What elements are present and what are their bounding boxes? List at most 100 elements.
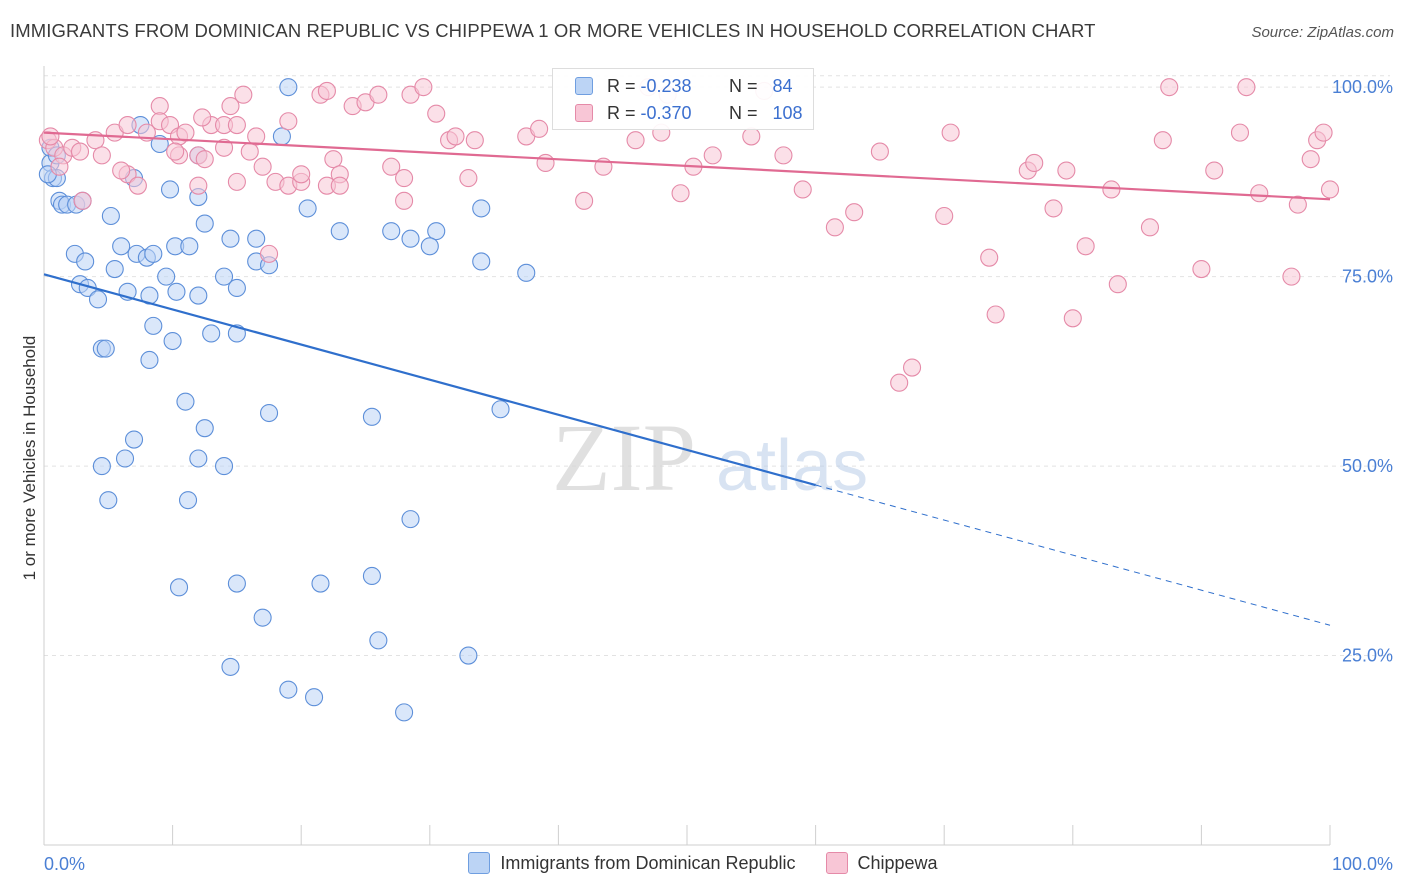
data-point-chippewa [128,176,147,195]
data-point-dominican [227,574,246,593]
data-point-chippewa [1250,184,1269,203]
r-value: -0.238 [640,75,692,96]
data-point-chippewa [50,157,69,176]
data-point-dominican [189,286,208,305]
data-point-chippewa [774,146,793,165]
data-point-dominican [115,449,135,468]
legend-label-chippewa: Chippewa [857,852,938,873]
stats-row-chippewa: R = -0.370 N = 108 [575,100,803,126]
data-point-dominican [160,180,180,199]
data-point-chippewa [292,165,311,184]
data-point-dominican [92,457,111,476]
data-point-chippewa [427,104,446,123]
tick-labels: 25.0% 50.0% 75.0% 100.0% 0.0% 100.0% [44,77,1393,874]
data-point-dominican [311,574,330,593]
data-point-chippewa [195,150,214,169]
data-point-chippewa [980,248,999,267]
data-point-chippewa [317,81,336,100]
data-point-dominican [180,237,199,256]
data-point-dominican [105,259,124,279]
data-point-chippewa [1025,153,1044,172]
data-point-chippewa [259,244,279,263]
data-point-chippewa [369,85,388,104]
x-tick-label-start: 0.0% [44,854,85,874]
data-point-dominican [259,403,279,423]
source-label: Source: ZipAtlas.com [1251,24,1394,41]
data-point-dominican [401,510,420,529]
stats-swatch-dominican [575,77,593,95]
trend-line-chippewa [43,131,1331,201]
data-point-chippewa [575,191,594,210]
data-point-dominican [140,350,159,370]
data-point-dominican [214,267,234,286]
stats-r-dominican: R = -0.238 [607,76,719,97]
data-point-chippewa [1160,78,1179,97]
r-label: R = [607,75,641,96]
data-point-dominican [167,282,186,301]
data-point-dominican [305,688,324,707]
watermark-atlas: atlas [716,426,868,506]
data-point-chippewa [626,131,645,150]
data-point-dominican [112,237,131,256]
data-point-chippewa [70,142,90,161]
data-point-chippewa [1044,199,1063,218]
data-point-chippewa [1140,218,1160,237]
data-point-chippewa [742,127,761,146]
chart-title: IMMIGRANTS FROM DOMINICAN REPUBLIC VS CH… [10,20,1096,41]
data-point-chippewa [221,97,240,116]
data-point-dominican [195,214,214,233]
data-point-dominican [472,199,491,218]
data-point-chippewa [941,123,960,142]
data-point-dominican [189,449,208,468]
axes [43,66,1331,846]
stats-swatch-chippewa [575,104,593,122]
data-point-chippewa [253,157,272,176]
data-point-chippewa [234,85,253,104]
watermark: ZIP atlas [552,404,868,511]
data-point-dominican [272,127,291,146]
data-point-dominican [169,578,189,597]
data-point-chippewa [166,142,185,161]
data-point-chippewa [1102,180,1121,199]
data-points [38,78,1340,722]
data-point-chippewa [112,161,131,180]
data-point-dominican [279,680,298,699]
data-point-chippewa [227,172,246,191]
y-tick-label: 25.0% [1342,646,1393,666]
trend-line-dominican [43,273,816,487]
data-point-dominican [76,252,95,271]
data-point-chippewa [395,169,414,188]
data-point-dominican [279,78,298,97]
data-point-chippewa [1301,150,1320,169]
legend-item-dominican[interactable]: Immigrants from Dominican Republic [468,852,796,874]
data-point-dominican [472,252,491,271]
data-point-dominican [517,263,536,282]
data-point-chippewa [150,97,169,116]
legend-item-chippewa[interactable]: Chippewa [825,852,938,874]
data-point-dominican [96,339,115,358]
data-point-chippewa [902,358,922,377]
r-value: -0.370 [640,102,692,123]
data-point-dominican [253,608,272,627]
data-point-dominican [362,407,381,426]
data-point-dominican [144,316,163,335]
data-point-dominican [491,400,510,419]
data-point-chippewa [935,206,954,226]
data-point-chippewa [825,218,844,237]
data-point-dominican [163,331,182,351]
data-point-chippewa [118,115,137,135]
data-point-chippewa [1288,195,1307,214]
legend: Immigrants from Dominican Republic Chipp… [0,852,1406,874]
data-point-dominican [330,222,349,241]
watermark-zip: ZIP [552,404,696,511]
data-point-dominican [395,703,414,722]
data-point-chippewa [214,138,234,157]
data-point-dominican [221,657,240,676]
y-tick-label: 100.0% [1332,77,1393,97]
data-point-chippewa [395,191,414,210]
data-point-chippewa [247,127,266,146]
legend-label-dominican: Immigrants from Dominican Republic [500,852,796,873]
legend-swatch-chippewa [825,852,848,874]
legend-swatch-dominican [468,852,491,874]
data-point-chippewa [986,305,1005,324]
